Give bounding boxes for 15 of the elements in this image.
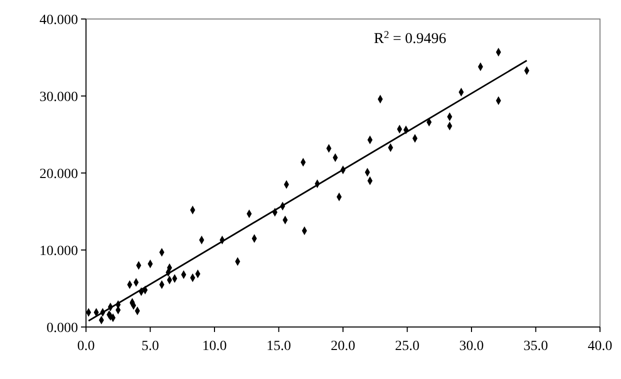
x-tick-label: 25.0 xyxy=(395,339,420,354)
x-tick-label: 10.0 xyxy=(202,339,227,354)
y-tick-label: 10.000 xyxy=(40,244,78,259)
x-tick-label: 0.0 xyxy=(77,339,95,354)
y-tick-label: 0.000 xyxy=(46,321,78,336)
annotation: R$^{2}$ = 0.9496 xyxy=(374,30,447,47)
x-tick-label: 5.0 xyxy=(142,339,159,354)
x-tick-label: 20.0 xyxy=(330,339,356,354)
x-tick-label: 30.0 xyxy=(459,339,484,354)
y-tick-label: 40.000 xyxy=(40,13,78,28)
x-tick-label: 15.0 xyxy=(266,339,291,354)
y-tick-label: 30.000 xyxy=(40,90,78,105)
y-tick-label: 20.000 xyxy=(40,167,78,182)
x-tick-label: 40.0 xyxy=(588,339,612,354)
x-tick-label: 35.0 xyxy=(524,339,548,354)
